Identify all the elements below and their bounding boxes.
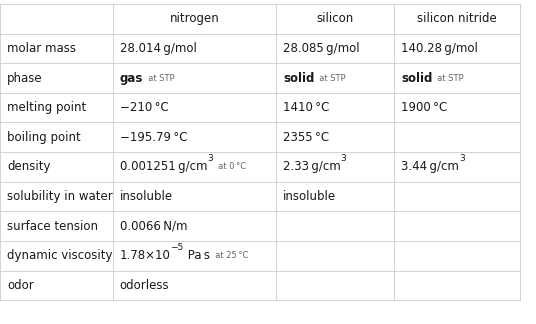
Text: Pa s: Pa s [184, 249, 210, 262]
Text: 1.78×10: 1.78×10 [120, 249, 170, 262]
Text: −195.79 °C: −195.79 °C [120, 131, 187, 144]
Text: 2355 °C: 2355 °C [283, 131, 329, 144]
Text: nitrogen: nitrogen [169, 12, 219, 25]
Text: density: density [7, 160, 50, 173]
Text: silicon: silicon [316, 12, 354, 25]
Text: 3: 3 [459, 155, 465, 163]
Text: at STP: at STP [143, 74, 175, 83]
Text: 3: 3 [207, 155, 213, 163]
Text: at STP: at STP [315, 74, 346, 83]
Text: dynamic viscosity: dynamic viscosity [7, 249, 113, 262]
Text: solid: solid [283, 72, 315, 85]
Text: gas: gas [120, 72, 143, 85]
Text: surface tension: surface tension [7, 220, 98, 233]
Text: 28.014 g/mol: 28.014 g/mol [120, 42, 196, 55]
Text: solid: solid [401, 72, 433, 85]
Text: at STP: at STP [433, 74, 464, 83]
Text: 1900 °C: 1900 °C [401, 101, 447, 114]
Text: 3.44 g/cm: 3.44 g/cm [401, 160, 459, 173]
Text: insoluble: insoluble [283, 190, 336, 203]
Text: silicon nitride: silicon nitride [417, 12, 497, 25]
Text: 140.28 g/mol: 140.28 g/mol [401, 42, 478, 55]
Text: −5: −5 [170, 243, 184, 252]
Text: 0.001251 g/cm: 0.001251 g/cm [120, 160, 207, 173]
Text: 28.085 g/mol: 28.085 g/mol [283, 42, 360, 55]
Text: 2.33 g/cm: 2.33 g/cm [283, 160, 341, 173]
Text: boiling point: boiling point [7, 131, 81, 144]
Text: 1410 °C: 1410 °C [283, 101, 330, 114]
Text: odor: odor [7, 279, 34, 292]
Text: at 0 °C: at 0 °C [213, 162, 246, 171]
Text: phase: phase [7, 72, 42, 85]
Text: odorless: odorless [120, 279, 169, 292]
Text: molar mass: molar mass [7, 42, 76, 55]
Text: 0.0066 N/m: 0.0066 N/m [120, 220, 187, 233]
Text: insoluble: insoluble [120, 190, 173, 203]
Text: −210 °C: −210 °C [120, 101, 168, 114]
Text: solubility in water: solubility in water [7, 190, 113, 203]
Text: at 25 °C: at 25 °C [210, 251, 248, 260]
Text: melting point: melting point [7, 101, 86, 114]
Text: 3: 3 [341, 155, 346, 163]
